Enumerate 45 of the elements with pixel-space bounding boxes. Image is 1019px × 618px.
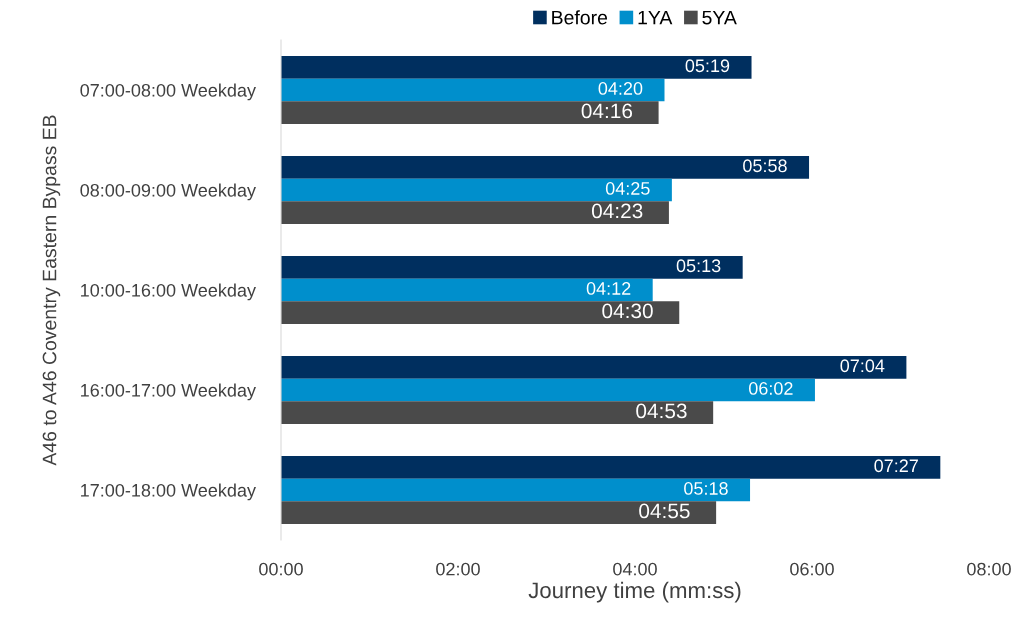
- y-tick-label: 10:00-16:00 Weekday: [81, 283, 256, 301]
- bar: [281, 255, 743, 279]
- data-label: 07:27: [874, 459, 918, 473]
- y-tick-label: 07:00-08:00 Weekday: [80, 83, 256, 101]
- bar: [281, 301, 680, 325]
- x-tick-label: 04:00: [613, 562, 657, 576]
- bar: [281, 501, 717, 525]
- data-label: 04:25: [605, 182, 650, 195]
- data-label: 05:58: [743, 159, 787, 173]
- x-axis-title: Journey time (mm:ss): [528, 581, 741, 603]
- y-axis-title: A46 to A46 Coventry Eastern Bypass EB: [42, 115, 61, 466]
- bar: [281, 478, 751, 502]
- data-label: 04:55: [639, 503, 690, 519]
- data-label: 04:12: [586, 282, 631, 295]
- bar: [281, 401, 714, 425]
- data-label: 05:19: [685, 59, 730, 73]
- x-tick-label: 06:00: [790, 562, 834, 576]
- x-tick-label: 02:00: [436, 562, 480, 576]
- data-label: 07:04: [840, 359, 885, 373]
- bar: [281, 78, 665, 102]
- bar: [281, 155, 810, 179]
- data-label: 05:18: [684, 482, 728, 495]
- legend-label: 5YA: [702, 10, 737, 25]
- bar: [281, 178, 672, 202]
- bar: [281, 455, 941, 479]
- bar: [281, 355, 907, 379]
- y-tick-label: 16:00-17:00 Weekday: [81, 383, 256, 401]
- y-tick-label: 17:00-18:00 Weekday: [81, 483, 256, 501]
- x-tick-label: 00:00: [259, 562, 303, 576]
- data-label: 05:13: [676, 259, 721, 273]
- y-tick-label: 08:00-09:00 Weekday: [80, 183, 256, 201]
- x-tick-label: 08:00: [967, 562, 1011, 576]
- data-label: 04:53: [636, 403, 687, 419]
- bar: [281, 278, 653, 302]
- data-label: 04:23: [591, 203, 643, 219]
- legend-label: Before: [552, 10, 608, 25]
- bar: [281, 55, 752, 79]
- bar: [281, 378, 815, 402]
- bar: [281, 201, 669, 225]
- bar: [281, 101, 659, 125]
- legend-label: 1YA: [638, 10, 673, 25]
- data-label: 04:20: [598, 82, 643, 95]
- data-label: 04:16: [581, 103, 633, 119]
- data-label: 04:30: [602, 303, 653, 319]
- data-label: 06:02: [748, 382, 793, 395]
